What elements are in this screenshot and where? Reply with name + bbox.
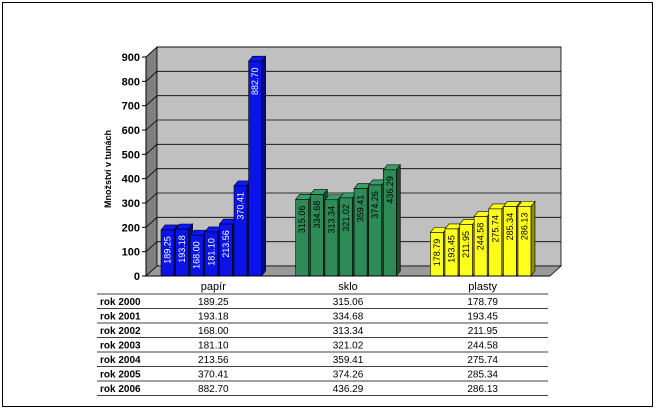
y-tick-label: 300 <box>122 198 140 210</box>
table-cell: 882.70 <box>198 384 229 395</box>
table-cell: 313.34 <box>333 326 364 337</box>
bar-value-label: 315.06 <box>297 206 307 234</box>
table-cell: 168.00 <box>198 326 229 337</box>
table-cell: 193.45 <box>467 312 498 323</box>
table-row-label: rok 2004 <box>100 355 141 366</box>
x-axis: papír sklo plasty <box>146 275 550 293</box>
bar-value-label: 193.18 <box>177 235 187 263</box>
side-wall <box>145 46 158 277</box>
bar-value-label: 359.41 <box>356 195 366 223</box>
bar-value-label: 285.34 <box>505 213 515 241</box>
y-tick-label: 100 <box>122 247 140 259</box>
gridline <box>145 46 561 58</box>
bar-value-label: 213.56 <box>221 230 231 258</box>
gridline <box>145 119 561 131</box>
gridline <box>145 143 561 155</box>
bar-value-label: 275.74 <box>490 215 500 243</box>
table-row-label: rok 2002 <box>100 326 141 337</box>
y-tick-label: 700 <box>122 101 140 113</box>
category-label: sklo <box>338 281 358 293</box>
table-cell: 211.95 <box>468 326 498 337</box>
bar-side <box>530 200 536 277</box>
y-tick-label: 200 <box>122 222 140 234</box>
gridline <box>145 70 561 82</box>
bar-value-label: 321.02 <box>341 204 351 232</box>
category-label: papír <box>201 281 226 293</box>
y-tick-label: 400 <box>122 174 140 186</box>
table-cell: 359.41 <box>333 355 364 366</box>
table-row-label: rok 2001 <box>100 312 141 323</box>
bar-value-label: 313.34 <box>326 206 336 234</box>
table-cell: 315.06 <box>333 297 364 308</box>
bar-side <box>395 163 401 277</box>
bar-value-label: 286.13 <box>519 213 529 241</box>
bar-value-label: 193.45 <box>446 235 456 263</box>
table-cell: 275.74 <box>467 355 498 366</box>
bar-value-label: 882.70 <box>250 67 260 95</box>
bars: 189.25 193.18 168.00 181.10 213.56 370.41 882.… <box>160 55 536 277</box>
bar: 882.70 <box>248 55 267 277</box>
y-axis-label: Množství v tunách <box>103 130 113 208</box>
y-tick-label: 900 <box>122 52 140 64</box>
bar-side <box>261 55 266 277</box>
table-cell: 213.56 <box>198 355 229 366</box>
bar-value-label: 211.95 <box>461 231 471 258</box>
table-cell: 181.10 <box>198 341 229 352</box>
bar: 436.29 <box>382 163 401 277</box>
table-row-label: rok 2000 <box>100 297 141 308</box>
bar-value-label: 168.00 <box>192 241 202 269</box>
category-label: plasty <box>468 281 497 293</box>
table-row-label: rok 2006 <box>100 384 141 395</box>
table-cell: 244.58 <box>467 341 498 352</box>
table-row-label: rok 2005 <box>100 370 141 381</box>
gridline <box>145 168 561 179</box>
table-cell: 374.26 <box>333 370 364 381</box>
y-axis: 0 100 200 300 400 500 600 700 800 900 <box>122 52 147 283</box>
y-tick-label: 0 <box>134 271 140 283</box>
bar-value-label: 374.26 <box>370 191 380 219</box>
table-cell: 321.02 <box>333 341 364 352</box>
gridline <box>145 95 561 106</box>
y-tick-label: 600 <box>122 125 140 137</box>
table-cell: 285.34 <box>467 370 498 381</box>
table-cell: 436.29 <box>333 384 364 395</box>
bar-value-label: 370.41 <box>236 192 246 220</box>
data-table: rok 2000 189.25 315.06 178.79 rok 2001 193.18… <box>97 293 548 396</box>
bar: 286.13 <box>517 200 536 277</box>
bar: 213.56 <box>218 218 238 277</box>
table-cell: 286.13 <box>467 384 498 395</box>
gridline <box>145 241 561 252</box>
table-cell: 334.68 <box>333 312 364 323</box>
bar-value-label: 244.58 <box>476 223 486 251</box>
table-cell: 189.25 <box>198 297 229 308</box>
bar-value-label: 334.68 <box>312 201 322 229</box>
y-tick-label: 800 <box>122 76 140 88</box>
table-row-label: rok 2003 <box>100 341 141 352</box>
bar-value-label: 189.25 <box>163 236 173 264</box>
gridline <box>145 192 561 204</box>
gridlines <box>145 46 561 252</box>
table-cell: 370.41 <box>198 370 229 381</box>
gridline <box>145 216 561 228</box>
table-cell: 178.79 <box>467 297 498 308</box>
y-tick-label: 500 <box>122 149 140 161</box>
bar-value-label: 178.79 <box>432 239 442 267</box>
bar-value-label: 436.29 <box>385 176 395 204</box>
bar-value-label: 181.10 <box>206 238 216 266</box>
table-cell: 193.18 <box>198 312 229 323</box>
